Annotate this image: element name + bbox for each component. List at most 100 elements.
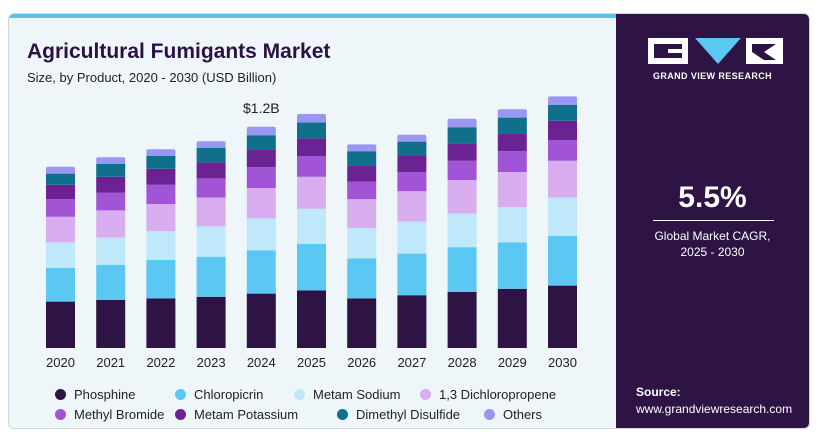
chart-panel: Agricultural Fumigants Market Size, by P…: [9, 18, 616, 428]
bar-2030-others: [548, 98, 577, 105]
bar-2030-1-3-dichloropropene: [548, 160, 577, 198]
bar-2020-1-3-dichloropropene: [46, 216, 75, 243]
bar-2023-dimethyl-disulfide: [196, 148, 226, 163]
legend-item-others: Others: [484, 407, 542, 422]
bar-cap-2021: [96, 157, 126, 162]
bar-2021-chloropicrin: [96, 264, 126, 300]
bar-2029-1-3-dichloropropene: [497, 172, 527, 208]
cagr-label-line1: Global Market CAGR,: [654, 229, 771, 243]
bar-2028-phosphine: [447, 292, 477, 348]
bar-2029-dimethyl-disulfide: [497, 117, 527, 134]
bar-cap-2023: [196, 141, 226, 146]
bar-2025-dimethyl-disulfide: [297, 122, 326, 139]
x-tick-label: 2020: [46, 355, 75, 370]
bar-cap-2028: [447, 118, 477, 123]
x-tick-label: 2026: [347, 355, 376, 370]
bar-2028-dimethyl-disulfide: [447, 127, 477, 144]
bar-2026-metam-potassium: [347, 165, 377, 182]
bar-2027-metam-potassium: [397, 156, 427, 172]
chart-subtitle: Size, by Product, 2020 - 2030 (USD Billi…: [27, 70, 277, 85]
bar-2027-dimethyl-disulfide: [397, 141, 427, 156]
x-tick-label: 2027: [397, 355, 426, 370]
cagr-value: 5.5%: [678, 181, 747, 214]
bar-2023-others: [196, 143, 226, 148]
bar-2026-chloropicrin: [347, 258, 377, 299]
bar-2022-phosphine: [146, 298, 176, 348]
bar-2030-metam-potassium: [548, 120, 577, 140]
bar-2026-dimethyl-disulfide: [347, 151, 377, 166]
bar-cap-2020: [46, 166, 75, 171]
bar-2020-phosphine: [46, 301, 75, 348]
legend-swatch: [175, 408, 186, 420]
bar-2025-metam-potassium: [297, 138, 326, 156]
x-tick-label: 2025: [297, 355, 326, 370]
bar-2027-chloropicrin: [397, 253, 427, 296]
legend-row-1: Phosphine Chloropicrin Metam Sodium 1,3 Dic…: [55, 384, 615, 404]
bar-2023-methyl-bromide: [196, 178, 226, 198]
bar-2029-chloropicrin: [497, 242, 527, 289]
bar-cap-2029: [497, 109, 527, 114]
bar-2030-phosphine: [548, 285, 577, 348]
legend-item-phosphine: Phosphine: [55, 387, 175, 402]
bar-2027-phosphine: [397, 295, 427, 348]
legend-swatch: [294, 388, 305, 400]
chart-legend: Phosphine Chloropicrin Metam Sodium 1,3 Dic…: [55, 384, 615, 424]
legend-swatch: [55, 388, 66, 400]
bar-2027-metam-sodium: [397, 221, 427, 254]
bar-2024-metam-sodium: [246, 218, 276, 251]
legend-label: Others: [503, 406, 543, 422]
bar-2021-phosphine: [96, 300, 126, 348]
bar-2028-metam-potassium: [447, 143, 477, 161]
bar-2023-chloropicrin: [196, 256, 226, 297]
x-tick-label: 2028: [448, 355, 477, 370]
infographic-card: Agricultural Fumigants Market Size, by P…: [8, 13, 810, 429]
brand-name: GRAND VIEW RESEARCH: [652, 71, 773, 81]
bar-2027-others: [397, 136, 427, 142]
legend-item-chloropicrin: Chloropicrin: [175, 387, 294, 402]
legend-item-metam-sodium: Metam Sodium: [294, 387, 420, 402]
legend-label: Metam Potassium: [194, 406, 299, 422]
bar-2030-dimethyl-disulfide: [548, 104, 577, 121]
bar-2026-1-3-dichloropropene: [347, 199, 377, 228]
grand-view-research-logo-icon: [648, 38, 783, 64]
bar-2024-phosphine: [246, 293, 276, 348]
source-url[interactable]: www.grandviewresearch.com: [636, 402, 793, 416]
legend-swatch: [484, 408, 495, 420]
bar-2022-chloropicrin: [146, 260, 176, 299]
bar-cap-2027: [397, 134, 427, 139]
cagr-divider: [653, 220, 774, 221]
bar-2023-metam-potassium: [196, 162, 226, 179]
x-tick-label: 2023: [197, 355, 226, 370]
bar-2025-1-3-dichloropropene: [297, 176, 326, 209]
legend-swatch: [420, 388, 431, 400]
bar-2022-metam-potassium: [146, 168, 176, 185]
bar-2022-others: [146, 151, 176, 156]
chart-title: Agricultural Fumigants Market: [27, 40, 331, 63]
bar-2023-metam-sodium: [196, 226, 226, 257]
bar-cap-2025: [297, 114, 326, 118]
top-accent-line: [9, 14, 616, 18]
legend-label: Chloropicrin: [194, 386, 264, 402]
legend-item-methyl-bromide: Methyl Bromide: [55, 407, 175, 422]
bar-2025-chloropicrin: [297, 244, 326, 291]
bar-2024-metam-potassium: [246, 149, 276, 168]
bar-2029-metam-sodium: [497, 207, 527, 243]
bar-cap-2022: [146, 149, 176, 154]
bar-2029-phosphine: [497, 288, 527, 348]
bar-2030-metam-sodium: [548, 197, 577, 236]
bar-2027-1-3-dichloropropene: [397, 191, 427, 222]
bar-2020-metam-sodium: [46, 242, 75, 268]
bar-2022-dimethyl-disulfide: [146, 156, 176, 169]
stacked-bar-chart: 2020 2021 2022 2023 2024 2025 2026 2027 2028 2029…: [46, 96, 577, 370]
bar-2021-others: [96, 159, 126, 164]
bar-2028-chloropicrin: [447, 247, 477, 292]
bar-2021-1-3-dichloropropene: [96, 210, 126, 238]
cagr-label-line2: 2025 - 2030: [680, 245, 745, 259]
x-tick-label: 2029: [498, 355, 527, 370]
bar-cap-2030: [548, 96, 577, 101]
x-tick-label: 2022: [146, 355, 175, 370]
cagr-label: Global Market CAGR, 2025 - 2030: [616, 228, 809, 260]
legend-label: Metam Sodium: [313, 386, 401, 402]
bar-2026-metam-sodium: [347, 228, 377, 259]
x-tick-label: 2030: [548, 355, 577, 370]
